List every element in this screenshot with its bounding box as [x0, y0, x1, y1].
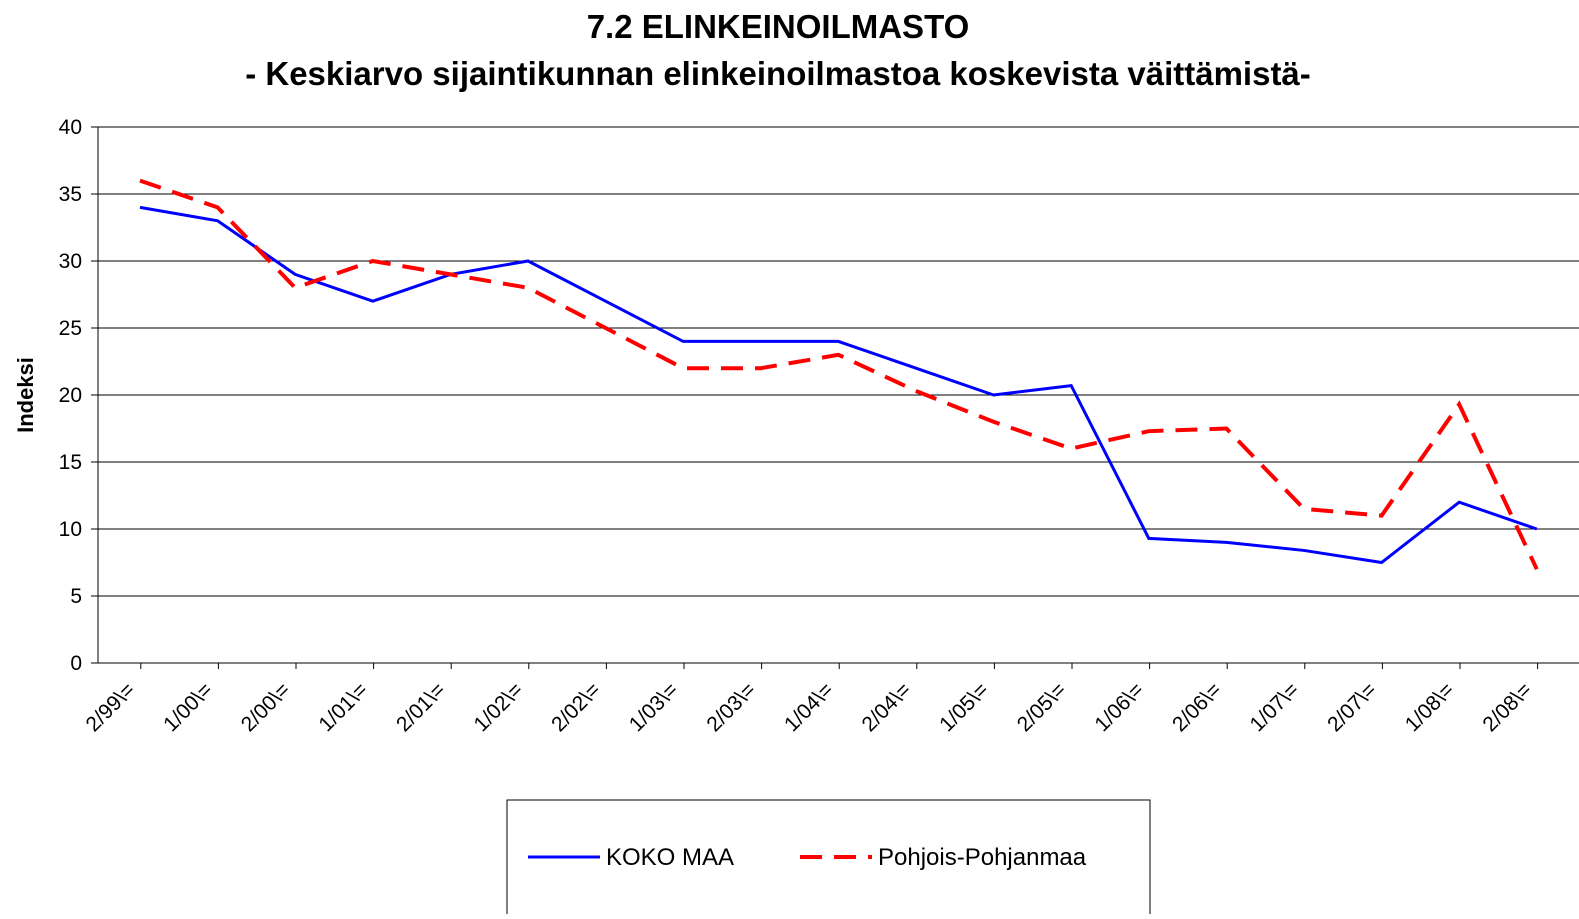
x-tick-label: 1/05\=	[935, 678, 993, 736]
x-tick-label: 1/08\=	[1401, 678, 1459, 736]
x-tick-label: 1/01\=	[314, 678, 372, 736]
y-tick-label: 30	[59, 250, 82, 273]
y-axis-label: Indeksi	[13, 357, 38, 433]
x-tick-label: 2/03\=	[702, 678, 760, 736]
y-tick-label: 20	[59, 384, 82, 407]
y-tick-label: 40	[59, 116, 82, 139]
x-tick-label: 2/05\=	[1013, 678, 1071, 736]
legend-label: KOKO MAA	[606, 844, 734, 871]
y-tick-label: 35	[59, 183, 82, 206]
x-tick-label: 1/00\=	[159, 678, 217, 736]
x-tick-label: 1/04\=	[780, 678, 838, 736]
y-tick-label: 25	[59, 317, 82, 340]
x-tick-label: 2/02\=	[547, 678, 605, 736]
y-tick-label: 5	[70, 585, 82, 608]
series-line	[139, 178, 1539, 571]
x-tick-label: 2/99\=	[82, 678, 140, 736]
chart-title: 7.2 ELINKEINOILMASTO	[587, 8, 970, 45]
x-tick-label: 1/03\=	[625, 678, 683, 736]
x-tick-label: 2/07\=	[1323, 678, 1381, 736]
legend-box	[506, 799, 1151, 919]
y-tick-label: 10	[59, 518, 82, 541]
y-tick-label: 15	[59, 451, 82, 474]
series-line	[139, 205, 1538, 565]
x-tick-label: 1/06\=	[1090, 678, 1148, 736]
x-tick-label: 2/04\=	[858, 678, 916, 736]
x-tick-label: 2/08\=	[1478, 678, 1536, 736]
x-tick-label: 2/01\=	[392, 678, 450, 736]
y-tick-label: 0	[70, 652, 82, 675]
x-tick-label: 1/07\=	[1246, 678, 1304, 736]
legend-label: Pohjois-Pohjanmaa	[878, 844, 1087, 871]
x-tick-label: 2/00\=	[237, 678, 295, 736]
chart-subtitle: - Keskiarvo sijaintikunnan elinkeinoilma…	[245, 55, 1311, 92]
x-tick-label: 1/02\=	[470, 678, 528, 736]
x-tick-label: 2/06\=	[1168, 678, 1226, 736]
